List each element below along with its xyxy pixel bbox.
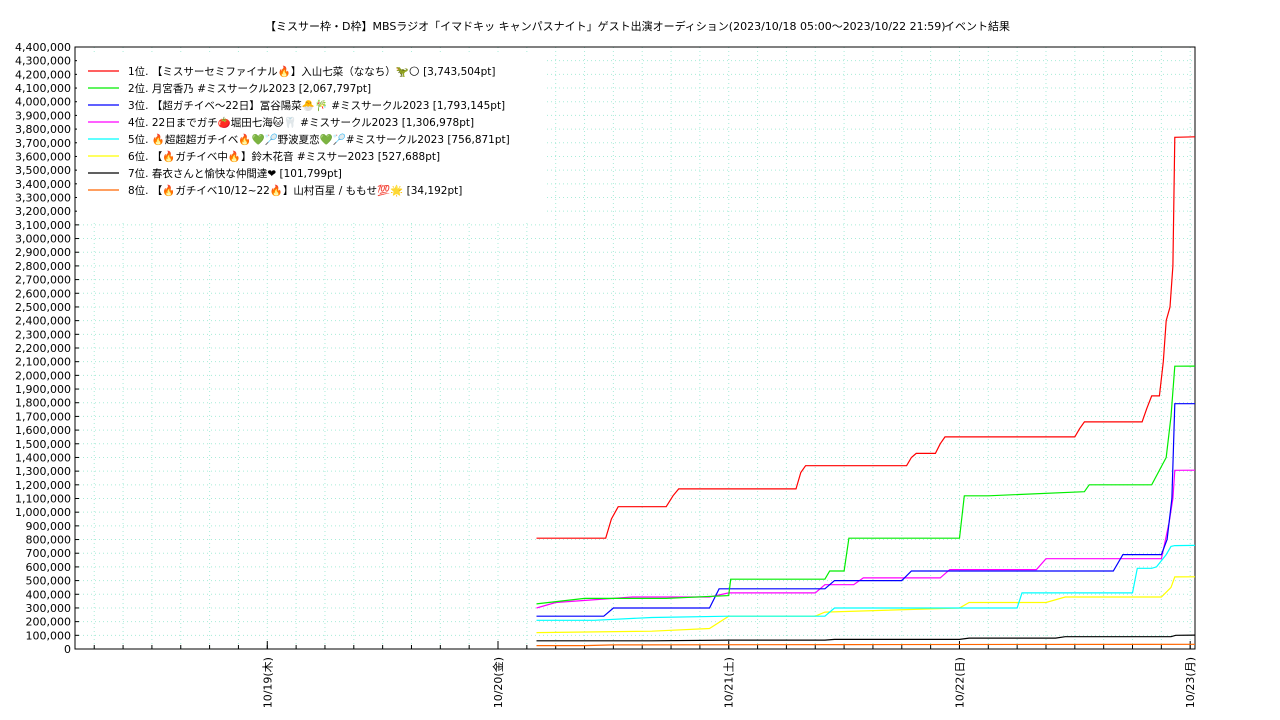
y-tick-label: 1,000,000 [15, 506, 71, 519]
series-line [536, 643, 1196, 647]
y-tick-label: 4,400,000 [15, 41, 71, 54]
x-tick-label: 10/19(木) [261, 657, 274, 708]
y-tick-label: 1,300,000 [15, 465, 71, 478]
x-tick-label: 10/22(日) [953, 657, 966, 708]
y-tick-label: 1,800,000 [15, 397, 71, 410]
y-tick-label: 1,100,000 [15, 493, 71, 506]
x-tick-label: 10/20(金) [491, 657, 505, 708]
y-tick-label: 1,500,000 [15, 438, 71, 451]
y-tick-label: 3,400,000 [15, 178, 71, 191]
y-tick-label: 300,000 [26, 602, 72, 615]
legend-label: 2位. 月宮香乃 #ミスサークル2023 [2,067,797pt] [128, 82, 371, 95]
x-tick-label: 10/23(月) [1184, 657, 1197, 708]
y-tick-label: 3,700,000 [15, 137, 71, 150]
y-tick-label: 500,000 [26, 575, 72, 588]
y-tick-label: 2,800,000 [15, 260, 71, 273]
series-line [536, 576, 1196, 634]
y-tick-label: 1,900,000 [15, 383, 71, 396]
y-tick-label: 3,900,000 [15, 109, 71, 122]
y-tick-label: 4,000,000 [15, 96, 71, 109]
y-tick-label: 100,000 [26, 629, 72, 642]
legend-label: 8位. 【🔥ガチイベ10/12~22🔥】山村百星 / ももせ💯🌟 [34,192… [128, 184, 462, 197]
series-line [536, 365, 1196, 605]
y-tick-label: 3,800,000 [15, 123, 71, 136]
y-tick-label: 3,100,000 [15, 219, 71, 232]
chart-subtitle: イベント結果 [944, 19, 1010, 33]
y-tick-label: 0 [64, 643, 71, 656]
y-tick-label: 1,200,000 [15, 479, 71, 492]
y-tick-label: 2,500,000 [15, 301, 71, 314]
y-tick-label: 400,000 [26, 588, 72, 601]
y-tick-label: 2,600,000 [15, 287, 71, 300]
y-tick-label: 3,200,000 [15, 205, 71, 218]
y-tick-label: 1,400,000 [15, 451, 71, 464]
y-tick-label: 2,000,000 [15, 369, 71, 382]
y-tick-label: 3,500,000 [15, 164, 71, 177]
y-tick-label: 900,000 [26, 520, 72, 533]
y-tick-label: 2,300,000 [15, 328, 71, 341]
legend-label: 5位. 🔥超超超ガチイベ🔥💚🏸野波夏恋💚🏸#ミスサークル2023 [756,87… [128, 132, 510, 146]
y-tick-label: 2,100,000 [15, 356, 71, 369]
y-tick-label: 3,000,000 [15, 233, 71, 246]
axes: 0100,000200,000300,000400,000500,000600,… [15, 41, 1197, 708]
legend-label: 7位. 春衣さんと愉快な仲間達❤ [101,799pt] [128, 167, 342, 180]
legend-label: 4位. 22日までガチ🍅堀田七海🐱🦷 #ミスサークル2023 [1,306,97… [128, 116, 474, 129]
y-tick-label: 2,400,000 [15, 315, 71, 328]
y-tick-label: 800,000 [26, 534, 72, 547]
y-tick-label: 4,200,000 [15, 68, 71, 81]
series-lines [536, 136, 1196, 647]
series-line [536, 403, 1195, 617]
series-line [536, 544, 1196, 621]
legend-label: 6位. 【🔥ガチイベ中🔥】鈴木花音 #ミスサー2023 [527,688pt] [128, 150, 440, 163]
y-tick-label: 200,000 [26, 616, 72, 629]
plot-frame [74, 46, 1196, 650]
series-line [536, 136, 1196, 539]
y-tick-label: 4,100,000 [15, 82, 71, 95]
series-line [536, 634, 1196, 642]
x-tick-label: 10/21(土) [723, 657, 736, 708]
y-tick-label: 600,000 [26, 561, 72, 574]
chart-title: 【ミスサー枠・D枠】MBSラジオ「イマドキッ キャンパスナイト」ゲスト出演オーデ… [265, 19, 946, 33]
y-tick-label: 700,000 [26, 547, 72, 560]
y-tick-label: 4,300,000 [15, 55, 71, 68]
y-tick-label: 3,600,000 [15, 150, 71, 163]
y-tick-label: 3,300,000 [15, 192, 71, 205]
legend-box [77, 52, 547, 220]
legend-label: 1位. 【ミスサーセミファイナル🔥】入山七菜（ななち）🦖🌕 [3,743,504… [128, 65, 496, 78]
y-tick-label: 1,700,000 [15, 410, 71, 423]
y-tick-label: 1,600,000 [15, 424, 71, 437]
legend: 1位. 【ミスサーセミファイナル🔥】入山七菜（ななち）🦖🌕 [3,743,504… [77, 52, 547, 220]
y-tick-label: 2,900,000 [15, 246, 71, 259]
y-tick-label: 2,200,000 [15, 342, 71, 355]
legend-label: 3位. 【超ガチイベ〜22日】冨谷陽菜🐣🎋 #ミスサークル2023 [1,793… [128, 99, 505, 112]
y-tick-label: 2,700,000 [15, 274, 71, 287]
